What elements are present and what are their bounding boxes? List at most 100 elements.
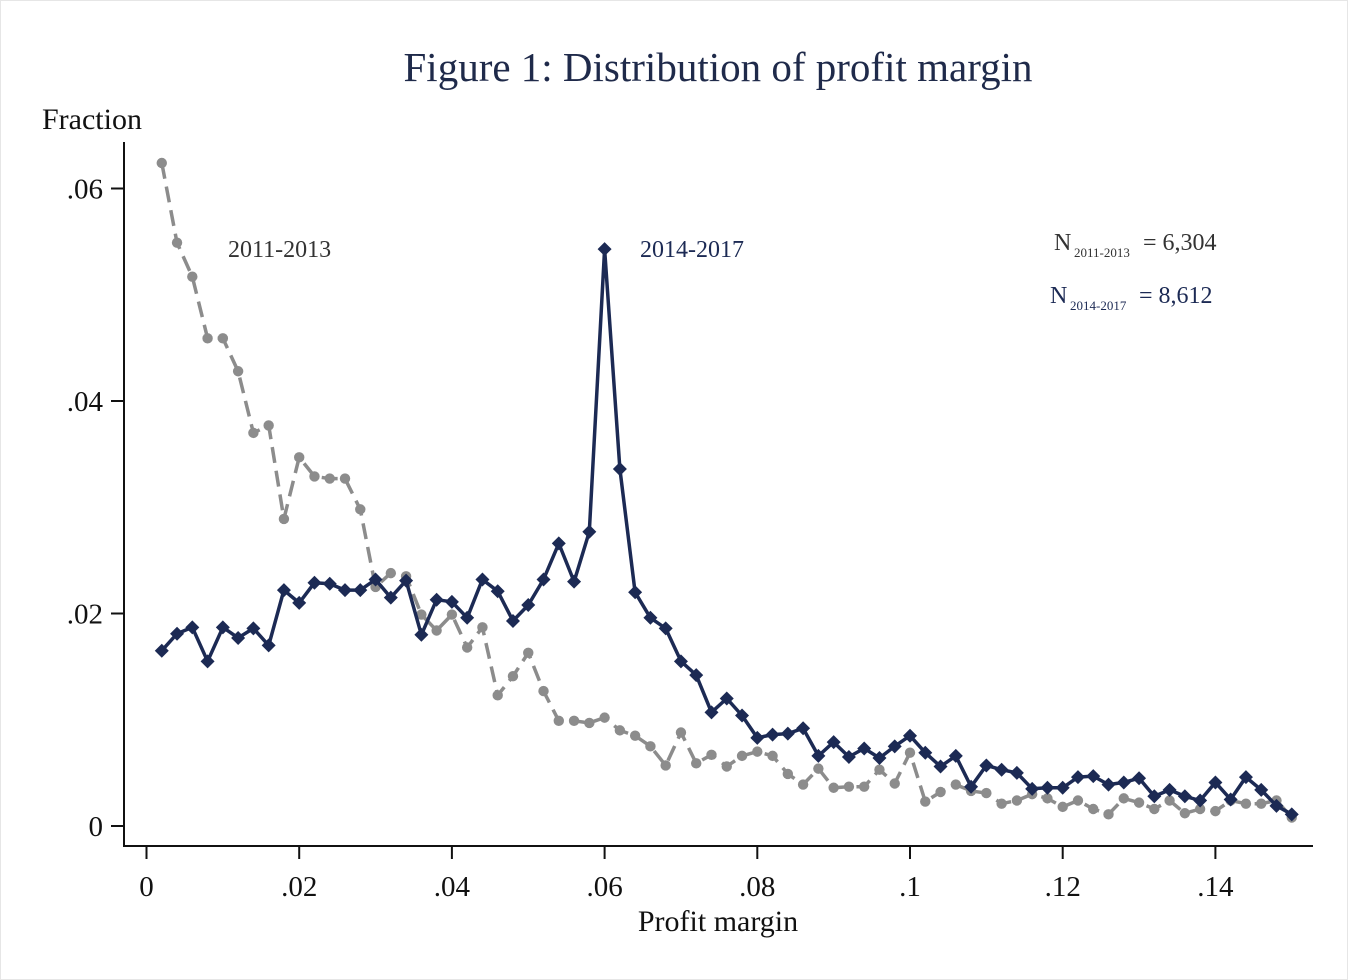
legend-label-2014-2017: 2014-2017 (640, 237, 744, 263)
data-point (324, 473, 335, 484)
data-point (1162, 782, 1177, 797)
data-point (1040, 780, 1055, 795)
data-point (1072, 795, 1084, 806)
data-point (278, 513, 290, 525)
x-tick-label: .1 (899, 871, 921, 903)
data-point (292, 595, 307, 610)
data-point (1193, 793, 1208, 808)
data-point (1118, 793, 1129, 804)
data-point (660, 760, 671, 771)
data-point (704, 705, 719, 720)
data-point (185, 620, 200, 635)
data-point (1208, 775, 1223, 790)
x-tick-label: .06 (586, 871, 622, 903)
data-point (505, 613, 520, 628)
n2-base: N (1050, 283, 1067, 309)
data-point (964, 779, 979, 794)
data-point (521, 598, 536, 612)
data-point (796, 721, 811, 736)
data-point (355, 504, 366, 515)
data-point (461, 642, 473, 653)
data-point (1009, 765, 1024, 780)
x-ticks: 0 .02 .04 .06 .08 .1 .12 .14 (139, 846, 1234, 903)
x-tick-label: 0 (139, 871, 154, 903)
data-point (1177, 789, 1192, 804)
data-point (887, 739, 902, 754)
data-point (629, 730, 641, 741)
data-point (1256, 798, 1267, 809)
data-point (1238, 770, 1253, 785)
data-point (246, 621, 261, 636)
data-point (399, 573, 414, 588)
n2-value: = 8,612 (1139, 283, 1213, 309)
data-point (643, 610, 658, 625)
n2-subscript: 2014-2017 (1070, 298, 1127, 313)
data-point (780, 726, 795, 741)
data-point (568, 715, 580, 727)
data-point (1179, 808, 1191, 819)
data-point (872, 751, 887, 765)
data-point (261, 638, 276, 653)
x-tick-label: .12 (1045, 871, 1081, 903)
data-point (721, 761, 732, 772)
data-point (1223, 792, 1238, 807)
data-point (950, 779, 962, 790)
data-point (460, 610, 475, 625)
data-point (416, 609, 427, 620)
data-point (1284, 807, 1299, 822)
data-point (1057, 801, 1068, 813)
data-point (276, 583, 291, 598)
data-point (582, 524, 597, 539)
data-point (383, 590, 398, 605)
data-point (994, 762, 1009, 777)
data-point (567, 574, 582, 589)
data-point (307, 575, 322, 590)
series-group (154, 157, 1299, 823)
data-point (444, 594, 459, 609)
data-point (782, 768, 794, 780)
y-ticks: 0 .02 .04 .06 (67, 174, 124, 843)
chart-title: Figure 1: Distribution of profit margin (404, 44, 1033, 90)
data-point (538, 685, 549, 697)
data-point (156, 157, 167, 169)
data-point (904, 747, 916, 758)
data-point (857, 741, 872, 756)
x-tick-label: .08 (739, 871, 775, 903)
data-point (154, 643, 169, 658)
x-tick-label: .04 (434, 871, 471, 903)
data-point (981, 787, 992, 799)
y-tick-label: .06 (67, 174, 103, 206)
data-point (858, 781, 870, 792)
data-point (658, 621, 673, 636)
data-point (248, 427, 259, 439)
data-point (889, 778, 900, 789)
data-point (1132, 771, 1147, 786)
y-tick-label: .02 (67, 599, 103, 631)
data-point (231, 630, 246, 645)
data-point (797, 779, 809, 790)
series-2014-2017 (154, 242, 1299, 822)
x-axis-label: Profit margin (638, 905, 798, 938)
data-point (200, 654, 215, 669)
data-point (1070, 770, 1085, 785)
data-point (767, 750, 778, 762)
y-axis-label: Fraction (42, 103, 142, 136)
data-point (1042, 793, 1053, 804)
data-point (523, 647, 534, 659)
data-point (353, 583, 368, 598)
data-point (187, 271, 198, 282)
data-point (948, 748, 963, 763)
data-point (1164, 795, 1175, 806)
data-point (826, 735, 841, 750)
data-point (903, 728, 917, 743)
data-point (429, 592, 444, 607)
data-point (750, 730, 765, 745)
data-point (841, 749, 856, 764)
data-point (338, 583, 353, 598)
data-point (215, 620, 230, 635)
data-point (217, 333, 229, 344)
data-point (1055, 780, 1070, 795)
y-tick-label: 0 (89, 811, 104, 843)
data-point (874, 764, 885, 775)
